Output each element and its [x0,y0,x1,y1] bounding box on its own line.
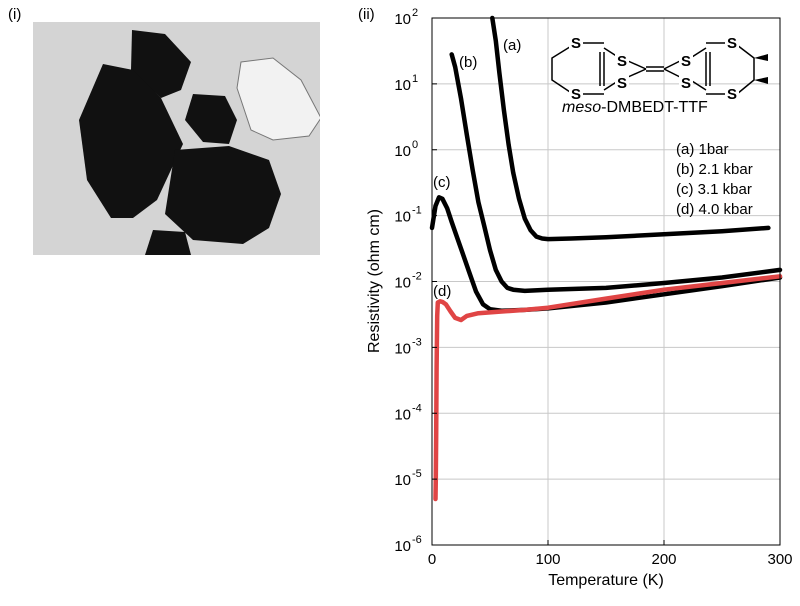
y-tick-label-7: 10 [394,472,411,489]
curve-label-3: (d) [433,283,451,300]
legend-entry-3: (d) 4.0 kbar [676,201,753,218]
series-line-0 [490,15,771,242]
y-tick-label-0: 10 [394,11,411,28]
ring-right-bonds [736,44,755,95]
curve-label-1: (b) [459,54,477,71]
y-tick-label-4: 10 [394,275,411,292]
series-group [429,15,783,502]
sulfur-atom-2: S [617,53,627,70]
molecule-structure [551,42,768,95]
atom-bg-3 [615,75,629,91]
crystal-reflection [236,57,320,141]
x-tick-label-3: 300 [767,551,792,568]
y-tick-exponent-1: 1 [412,73,418,85]
atom-bg-1 [569,86,583,102]
bond-7 [627,60,647,70]
legend-entry-0: (a) 1bar [676,141,729,158]
y-tick-exponent-3: -1 [412,205,422,217]
molecule-name-suffix: -DMBEDT-TTF [601,99,708,116]
sulfur-atom-4: S [681,53,691,70]
y-tick-label-8: 10 [394,538,411,555]
panel-label-ii: (ii) [358,6,375,23]
wedge-bond-top [754,54,768,61]
crystal-1 [131,30,191,98]
y-tick-exponent-0: 2 [412,7,418,19]
bond-8 [627,68,647,78]
atom-bg-2 [615,53,629,69]
legend-entry-1: (b) 2.1 kbar [676,161,753,178]
atom-bg-7 [725,86,739,102]
curve-label-2: (c) [433,174,451,191]
atom-bg-4 [679,53,693,69]
sulfur-atom-7: S [727,86,737,103]
ring-left-bonds [551,44,574,95]
crystal-3 [185,94,237,144]
sulfur-atom-0: S [571,35,581,52]
crystal-2 [79,64,183,218]
atom-bg-5 [679,75,693,91]
curve-labels: (a) (b) (c) (d) [433,37,521,300]
molecule-name: meso-DMBEDT-TTF [562,99,708,116]
y-tick-exponent-4: -2 [412,271,422,283]
x-axis-title: Temperature (K) [548,572,664,589]
sulfur-atom-3: S [617,75,627,92]
series-line-1 [449,52,783,294]
y-tick-exponent-6: -4 [412,402,422,414]
crystal-photo [33,22,320,255]
series-line-2 [429,195,783,313]
wedge-bond-bottom [754,77,768,84]
y-tick-exponent-8: -6 [412,534,422,546]
y-axis-title: Resistivity (ohm cm) [366,209,383,353]
crystal-4 [165,146,281,244]
legend: (a) 1bar (b) 2.1 kbar (c) 3.1 kbar (d) 4.0 … [676,141,753,218]
legend-entry-2: (c) 3.1 kbar [676,181,752,198]
curve-label-0: (a) [503,37,521,54]
x-tick-label-1: 100 [535,551,560,568]
bond-12 [691,80,707,91]
series-line-3 [433,274,783,502]
sulfur-atom-6: S [727,35,737,52]
y-tick-label-2: 10 [394,143,411,160]
y-tick-label-1: 10 [394,77,411,94]
x-tick-label-0: 0 [428,551,436,568]
sulfur-atom-1: S [571,86,581,103]
y-tick-exponent-2: 0 [412,139,418,151]
y-tick-exponent-5: -3 [412,336,422,348]
molecule-name-prefix: meso [562,99,601,116]
crystal-5 [145,230,191,255]
sulfur-atom-5: S [681,75,691,92]
bond-9 [663,60,681,70]
y-tick-label-3: 10 [394,209,411,226]
bond-11 [691,47,707,58]
y-tick-label-6: 10 [394,406,411,423]
atom-bg-0 [569,35,583,51]
atom-bg-6 [725,35,739,51]
y-tick-exponent-7: -5 [412,468,422,480]
bond-10 [663,68,681,78]
y-tick-label-5: 10 [394,340,411,357]
panel-label-i: (i) [8,6,22,23]
x-tick-label-2: 200 [651,551,676,568]
